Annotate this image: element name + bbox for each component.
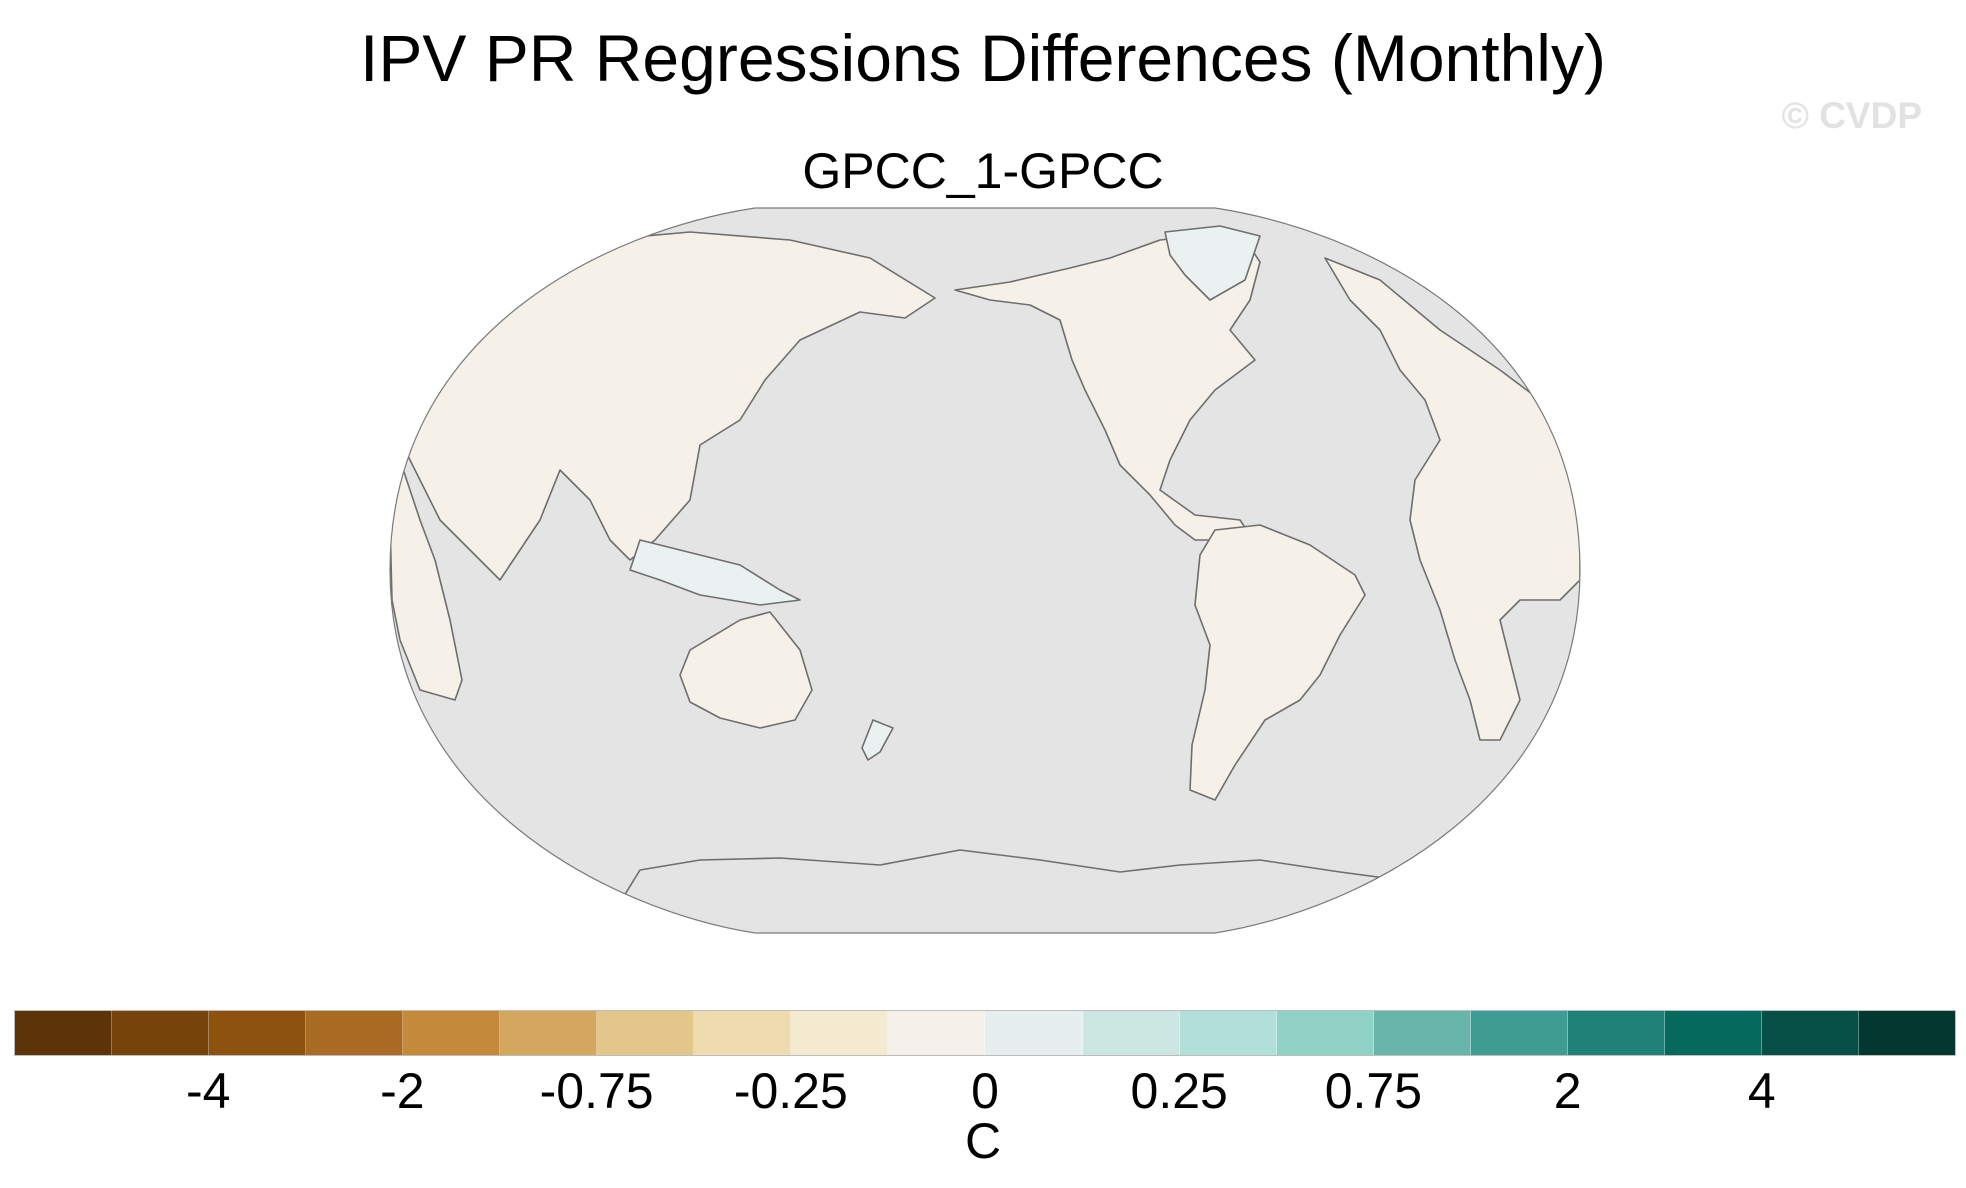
colorbar-tick-label: -0.25 [733, 1063, 848, 1119]
colorbar-segment [888, 1011, 986, 1055]
colorbar-segment [209, 1011, 307, 1055]
colorbar-segment [1082, 1011, 1180, 1055]
colorbar-tick-label: 4 [1747, 1063, 1776, 1119]
colorbar-units: C [964, 1113, 1002, 1169]
colorbar [14, 1010, 1956, 1056]
southeast-asia-islands [629, 539, 801, 606]
colorbar-tick-label: 0 [971, 1063, 999, 1119]
panel-title: GPCC_1-GPCC [802, 143, 1164, 199]
colorbar-segment [403, 1011, 501, 1055]
colorbar-segment [1373, 1011, 1471, 1055]
colorbar-segment [1567, 1011, 1665, 1055]
new-zealand [861, 719, 894, 761]
cvdp-watermark: © CVDP [1781, 95, 1922, 136]
colorbar-segment [1664, 1011, 1762, 1055]
colorbar-segment [15, 1011, 113, 1055]
colorbar-segment [1470, 1011, 1568, 1055]
world-map [389, 207, 1581, 934]
map-border [389, 207, 1581, 934]
colorbar-segment [1858, 1011, 1955, 1055]
colorbar-segment [1761, 1011, 1859, 1055]
colorbar-segment [112, 1011, 210, 1055]
south-america-landmass [1189, 524, 1366, 801]
colorbar-segment [1179, 1011, 1277, 1055]
colorbar-segment [306, 1011, 404, 1055]
greenland [1164, 225, 1261, 301]
colorbar-segment [694, 1011, 792, 1055]
africa-landmass [390, 459, 463, 701]
colorbar-tick-label: -0.75 [539, 1063, 654, 1119]
figure-title: IPV PR Regressions Differences (Monthly) [360, 21, 1606, 95]
australia-landmass [679, 611, 813, 729]
colorbar-segment [597, 1011, 695, 1055]
colorbar-tick-label: -2 [380, 1063, 425, 1119]
colorbar-tick-label: 0.75 [1324, 1063, 1423, 1119]
colorbar-segment [791, 1011, 889, 1055]
colorbar-segment [500, 1011, 598, 1055]
colorbar-segment [985, 1011, 1083, 1055]
colorbar-tick-label: 0.25 [1130, 1063, 1228, 1119]
colorbar-tick-label: 2 [1553, 1063, 1582, 1119]
colorbar-tick-label: -4 [185, 1063, 231, 1119]
colorbar-segment [1276, 1011, 1374, 1055]
